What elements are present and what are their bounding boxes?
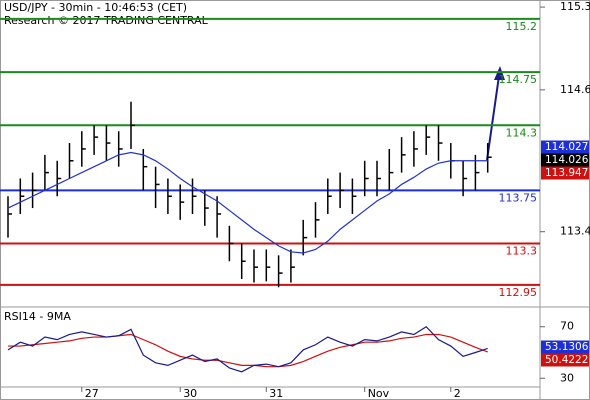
rsi-label: 50.4222 <box>545 354 588 366</box>
price-label-box <box>541 153 589 167</box>
rsi-tick-label: 30 <box>560 371 574 384</box>
price-label: 114.027 <box>545 141 588 153</box>
rsi-label: 53.1306 <box>545 341 589 353</box>
level-label: 112.95 <box>499 286 538 299</box>
x-tick-label: Nov <box>368 387 390 400</box>
chart-subtitle: Research © 2017 TRADING CENTRAL <box>4 14 209 27</box>
y-tick-label: 113.4 <box>560 225 590 238</box>
level-label: 114.75 <box>499 73 538 86</box>
rsi-ma <box>8 333 488 368</box>
chart-title: USD/JPY - 30min - 10:46:53 (CET) <box>4 1 187 14</box>
price-label-box <box>541 140 589 154</box>
y-tick-label: 115.3 <box>560 0 590 13</box>
price-label-box <box>541 166 589 180</box>
rsi-line <box>7 325 488 373</box>
rsi-label-box <box>541 340 589 354</box>
projection-arrow <box>486 75 500 161</box>
rsi-label-box <box>541 353 589 367</box>
moving-average <box>7 151 488 254</box>
price-label: 113.947 <box>545 167 588 179</box>
level-label: 113.3 <box>506 245 538 258</box>
price-label: 114.026 <box>545 154 589 166</box>
level-label: 114.3 <box>506 126 538 139</box>
x-tick-label: 30 <box>183 387 197 400</box>
rsi-title: RSI14 - 9MA <box>4 310 71 323</box>
x-tick-label: 27 <box>85 387 99 400</box>
x-tick-label: 2 <box>454 387 461 400</box>
rsi-tick-label: 70 <box>560 320 574 333</box>
level-label: 113.75 <box>499 191 538 204</box>
level-label: 115.2 <box>506 20 538 33</box>
x-tick-label: 31 <box>269 387 283 400</box>
y-tick-label: 114.6 <box>560 83 590 96</box>
